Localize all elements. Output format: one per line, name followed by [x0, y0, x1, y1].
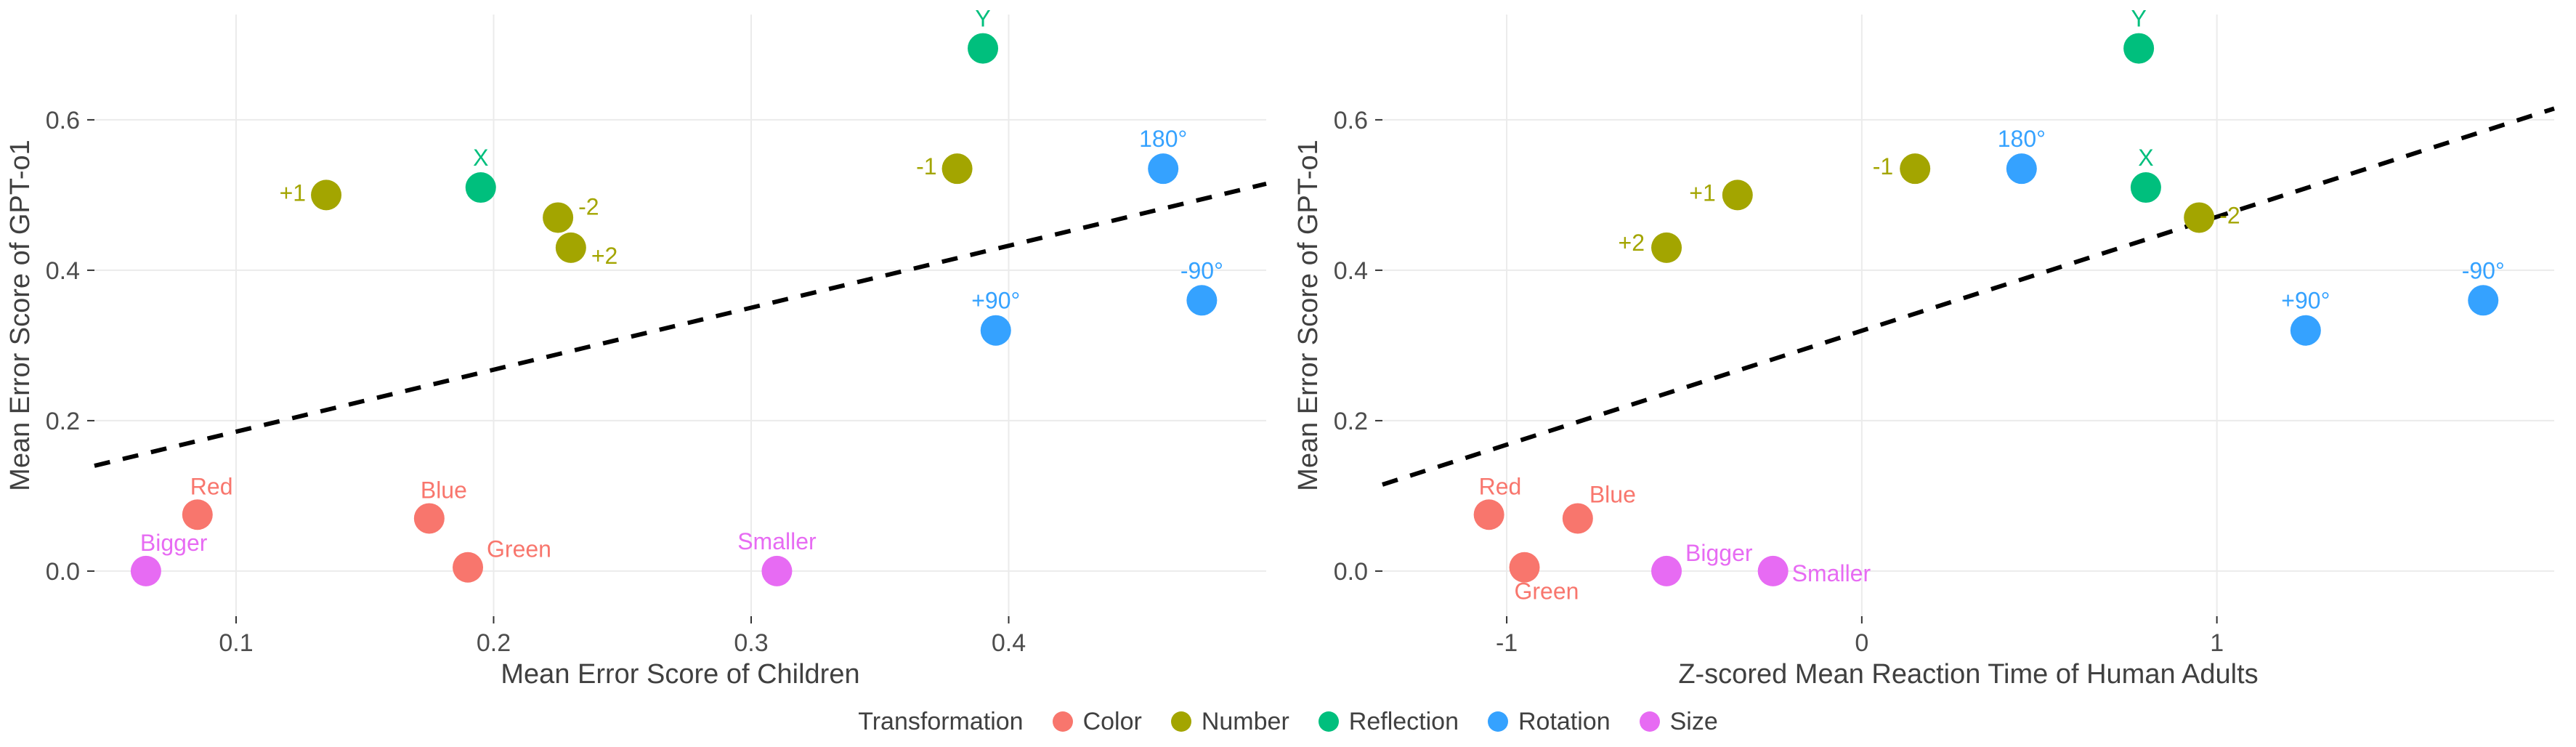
y-tick-label: 0.2: [1334, 408, 1368, 435]
point-label: X: [473, 145, 488, 171]
point-label: Green: [487, 536, 551, 562]
point-label: Red: [190, 473, 233, 499]
data-point: [1186, 285, 1217, 315]
point-label: +1: [1689, 179, 1715, 206]
legend-swatch-icon: [1488, 711, 1508, 732]
x-tick-label: 0: [1855, 629, 1868, 657]
x-tick-label: 1: [2210, 629, 2224, 657]
y-tick-label: 0.4: [46, 257, 80, 285]
legend-label: Size: [1670, 708, 1718, 736]
data-point: [311, 179, 341, 210]
legend-swatch-icon: [1640, 711, 1660, 732]
point-label: +1: [280, 179, 306, 206]
data-point: [2123, 33, 2154, 64]
point-label: Y: [975, 6, 990, 32]
scatter-right: -1 0 1 0.0 0.2 0.4 0.6 Z-scored Mean Reaction T…: [1288, 0, 2576, 696]
point-label: Green: [1515, 578, 1579, 605]
x-tick-label: 0.3: [734, 629, 768, 657]
x-tick-label: -1: [1496, 629, 1518, 657]
data-point: [1900, 153, 1930, 184]
point-label: +90°: [971, 288, 1020, 314]
data-point: [761, 556, 792, 586]
data-point: [2468, 285, 2498, 315]
y-tick-label: 0.0: [1334, 558, 1368, 586]
data-point: [942, 153, 973, 184]
point-label: -90°: [1180, 257, 1223, 283]
point-label: Y: [2131, 6, 2146, 32]
data-point: [2006, 153, 2037, 184]
point-label: X: [2138, 145, 2153, 171]
data-point: [182, 499, 213, 530]
point-label: Blue: [421, 477, 467, 503]
y-axis-title: Mean Error Score of GPT-o1: [5, 140, 36, 491]
y-tick-label: 0.4: [1334, 257, 1368, 285]
legend-swatch-icon: [1171, 711, 1191, 732]
point-label: Bigger: [1685, 540, 1753, 566]
point-label: Smaller: [737, 528, 817, 554]
point-label: Smaller: [1792, 560, 1871, 586]
point-label: +90°: [2281, 288, 2330, 314]
legend-swatch-icon: [1053, 711, 1073, 732]
point-label: -2: [578, 193, 599, 219]
point-label: -1: [916, 153, 936, 179]
data-point: [1148, 153, 1178, 184]
scatter-left: 0.1 0.2 0.3 0.4 0.0 0.2 0.4 0.6 Mean Error Score…: [0, 0, 1288, 696]
point-label: -90°: [2462, 257, 2505, 283]
legend-item-rotation: Rotation: [1488, 708, 1611, 736]
data-point: [1651, 556, 1682, 586]
y-tick-label: 0.0: [46, 558, 80, 586]
right-panel: -1 0 1 0.0 0.2 0.4 0.6 Z-scored Mean Reaction T…: [1288, 0, 2576, 696]
legend-title: Transformation: [858, 708, 1023, 736]
legend-item-reflection: Reflection: [1319, 708, 1459, 736]
data-point: [1474, 499, 1504, 530]
data-point: [543, 202, 573, 233]
data-point: [453, 552, 483, 583]
point-label: +2: [1619, 230, 1645, 256]
left-panel: 0.1 0.2 0.3 0.4 0.0 0.2 0.4 0.6 Mean Error Score…: [0, 0, 1288, 696]
data-point: [1563, 503, 1593, 533]
legend-label: Number: [1202, 708, 1289, 736]
legend-label: Color: [1083, 708, 1142, 736]
data-point: [131, 556, 161, 586]
legend: Transformation Color Number Reflection Rota…: [0, 696, 2576, 747]
x-tick-label: 0.2: [477, 629, 511, 657]
figure: 0.1 0.2 0.3 0.4 0.0 0.2 0.4 0.6 Mean Error Score…: [0, 0, 2576, 747]
point-label: Red: [1479, 473, 1522, 499]
data-point: [981, 315, 1011, 346]
point-label: Blue: [1589, 481, 1636, 507]
data-point: [2291, 315, 2321, 346]
legend-item-number: Number: [1171, 708, 1289, 736]
point-label: -1: [1873, 153, 1893, 179]
point-label: 180°: [1998, 126, 2046, 152]
legend-label: Rotation: [1518, 708, 1611, 736]
x-tick-label: 0.4: [992, 629, 1026, 657]
data-point: [1722, 179, 1753, 210]
point-label: 180°: [1139, 126, 1187, 152]
y-tick-label: 0.6: [1334, 107, 1368, 134]
data-point: [2184, 202, 2214, 233]
legend-label: Reflection: [1349, 708, 1459, 736]
x-axis-title: Mean Error Score of Children: [501, 659, 859, 690]
data-point: [1651, 233, 1682, 263]
x-tick-label: 0.1: [219, 629, 253, 657]
x-axis-title: Z-scored Mean Reaction Time of Human Adu…: [1678, 659, 2258, 690]
point-label: Bigger: [140, 530, 208, 556]
data-point: [414, 503, 445, 533]
data-point: [556, 233, 586, 263]
legend-item-size: Size: [1640, 708, 1718, 736]
data-point: [2131, 172, 2161, 203]
point-label: +2: [591, 243, 617, 269]
point-label: -2: [2219, 202, 2240, 228]
y-axis-title: Mean Error Score of GPT-o1: [1293, 140, 1324, 491]
y-tick-label: 0.2: [46, 408, 80, 435]
y-tick-label: 0.6: [46, 107, 80, 134]
data-point: [466, 172, 496, 203]
panels-row: 0.1 0.2 0.3 0.4 0.0 0.2 0.4 0.6 Mean Error Score…: [0, 0, 2576, 696]
legend-swatch-icon: [1319, 711, 1339, 732]
legend-item-color: Color: [1053, 708, 1142, 736]
data-point: [968, 33, 998, 64]
data-point: [1758, 556, 1789, 586]
